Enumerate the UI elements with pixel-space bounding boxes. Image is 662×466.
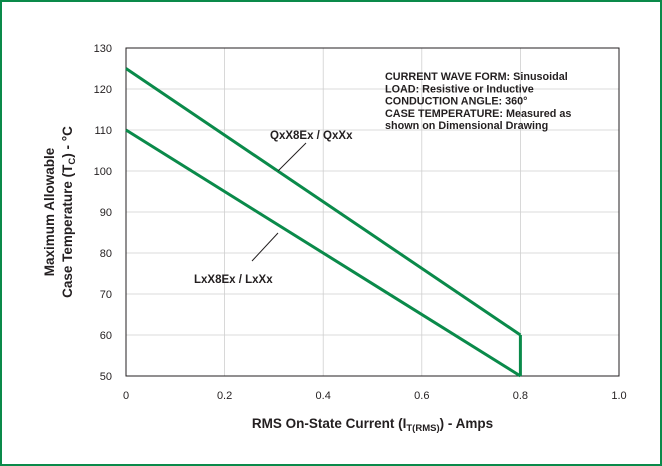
y-tick-label: 90	[100, 207, 112, 219]
y-ticks: 50 60 70 80 90 100 110 120 130	[94, 43, 112, 383]
y-tick-label: 120	[94, 84, 112, 96]
leader-lxx8ex	[251, 232, 279, 262]
series-line-qxx8ex	[125, 67, 522, 337]
y-axis-label-line1: Maximum Allowable	[42, 147, 57, 276]
y-tick-label: 80	[100, 248, 112, 260]
series-line-lxx8ex	[125, 128, 522, 378]
note-line-3: CONDUCTION ANGLE: 360°	[385, 96, 528, 108]
y-tick-label: 130	[94, 43, 112, 55]
x-axis-label: RMS On-State Current (IT(RMS)) - Amps	[252, 416, 493, 434]
y-tick-label: 70	[100, 289, 112, 301]
x-tick-label: 0.8	[513, 390, 528, 402]
conditions-note: CURRENT WAVE FORM: Sinusoidal LOAD: Resi…	[385, 71, 571, 132]
series-label-lxx8ex: LxX8Ex / LxXx	[194, 274, 273, 286]
grid	[125, 47, 620, 377]
note-line-5: shown on Dimensional Drawing	[385, 120, 548, 132]
leader-qxx8ex	[277, 142, 307, 172]
series-label-qxx8ex: QxX8Ex / QxXx	[270, 130, 353, 142]
x-tick-label: 0.4	[316, 390, 331, 402]
note-line-2: LOAD: Resistive or Inductive	[385, 83, 534, 95]
plot-border	[125, 47, 620, 377]
x-tick-label: 0.2	[217, 390, 232, 402]
label-leaders	[251, 142, 307, 262]
x-tick-label: 1.0	[611, 390, 626, 402]
y-axis-label-line2: Case Temperature (TC) - °C	[60, 126, 78, 298]
y-tick-label: 110	[94, 125, 112, 137]
note-line-4: CASE TEMPERATURE: Measured as	[385, 108, 571, 120]
x-tick-label: 0	[123, 390, 129, 402]
note-line-1: CURRENT WAVE FORM: Sinusoidal	[385, 71, 568, 83]
series-lines	[125, 67, 522, 378]
y-tick-label: 60	[100, 330, 112, 342]
x-tick-label: 0.6	[414, 390, 429, 402]
y-tick-label: 50	[100, 371, 112, 383]
y-tick-label: 100	[94, 166, 112, 178]
x-ticks: 0 0.2 0.4 0.6 0.8 1.0	[123, 390, 627, 402]
